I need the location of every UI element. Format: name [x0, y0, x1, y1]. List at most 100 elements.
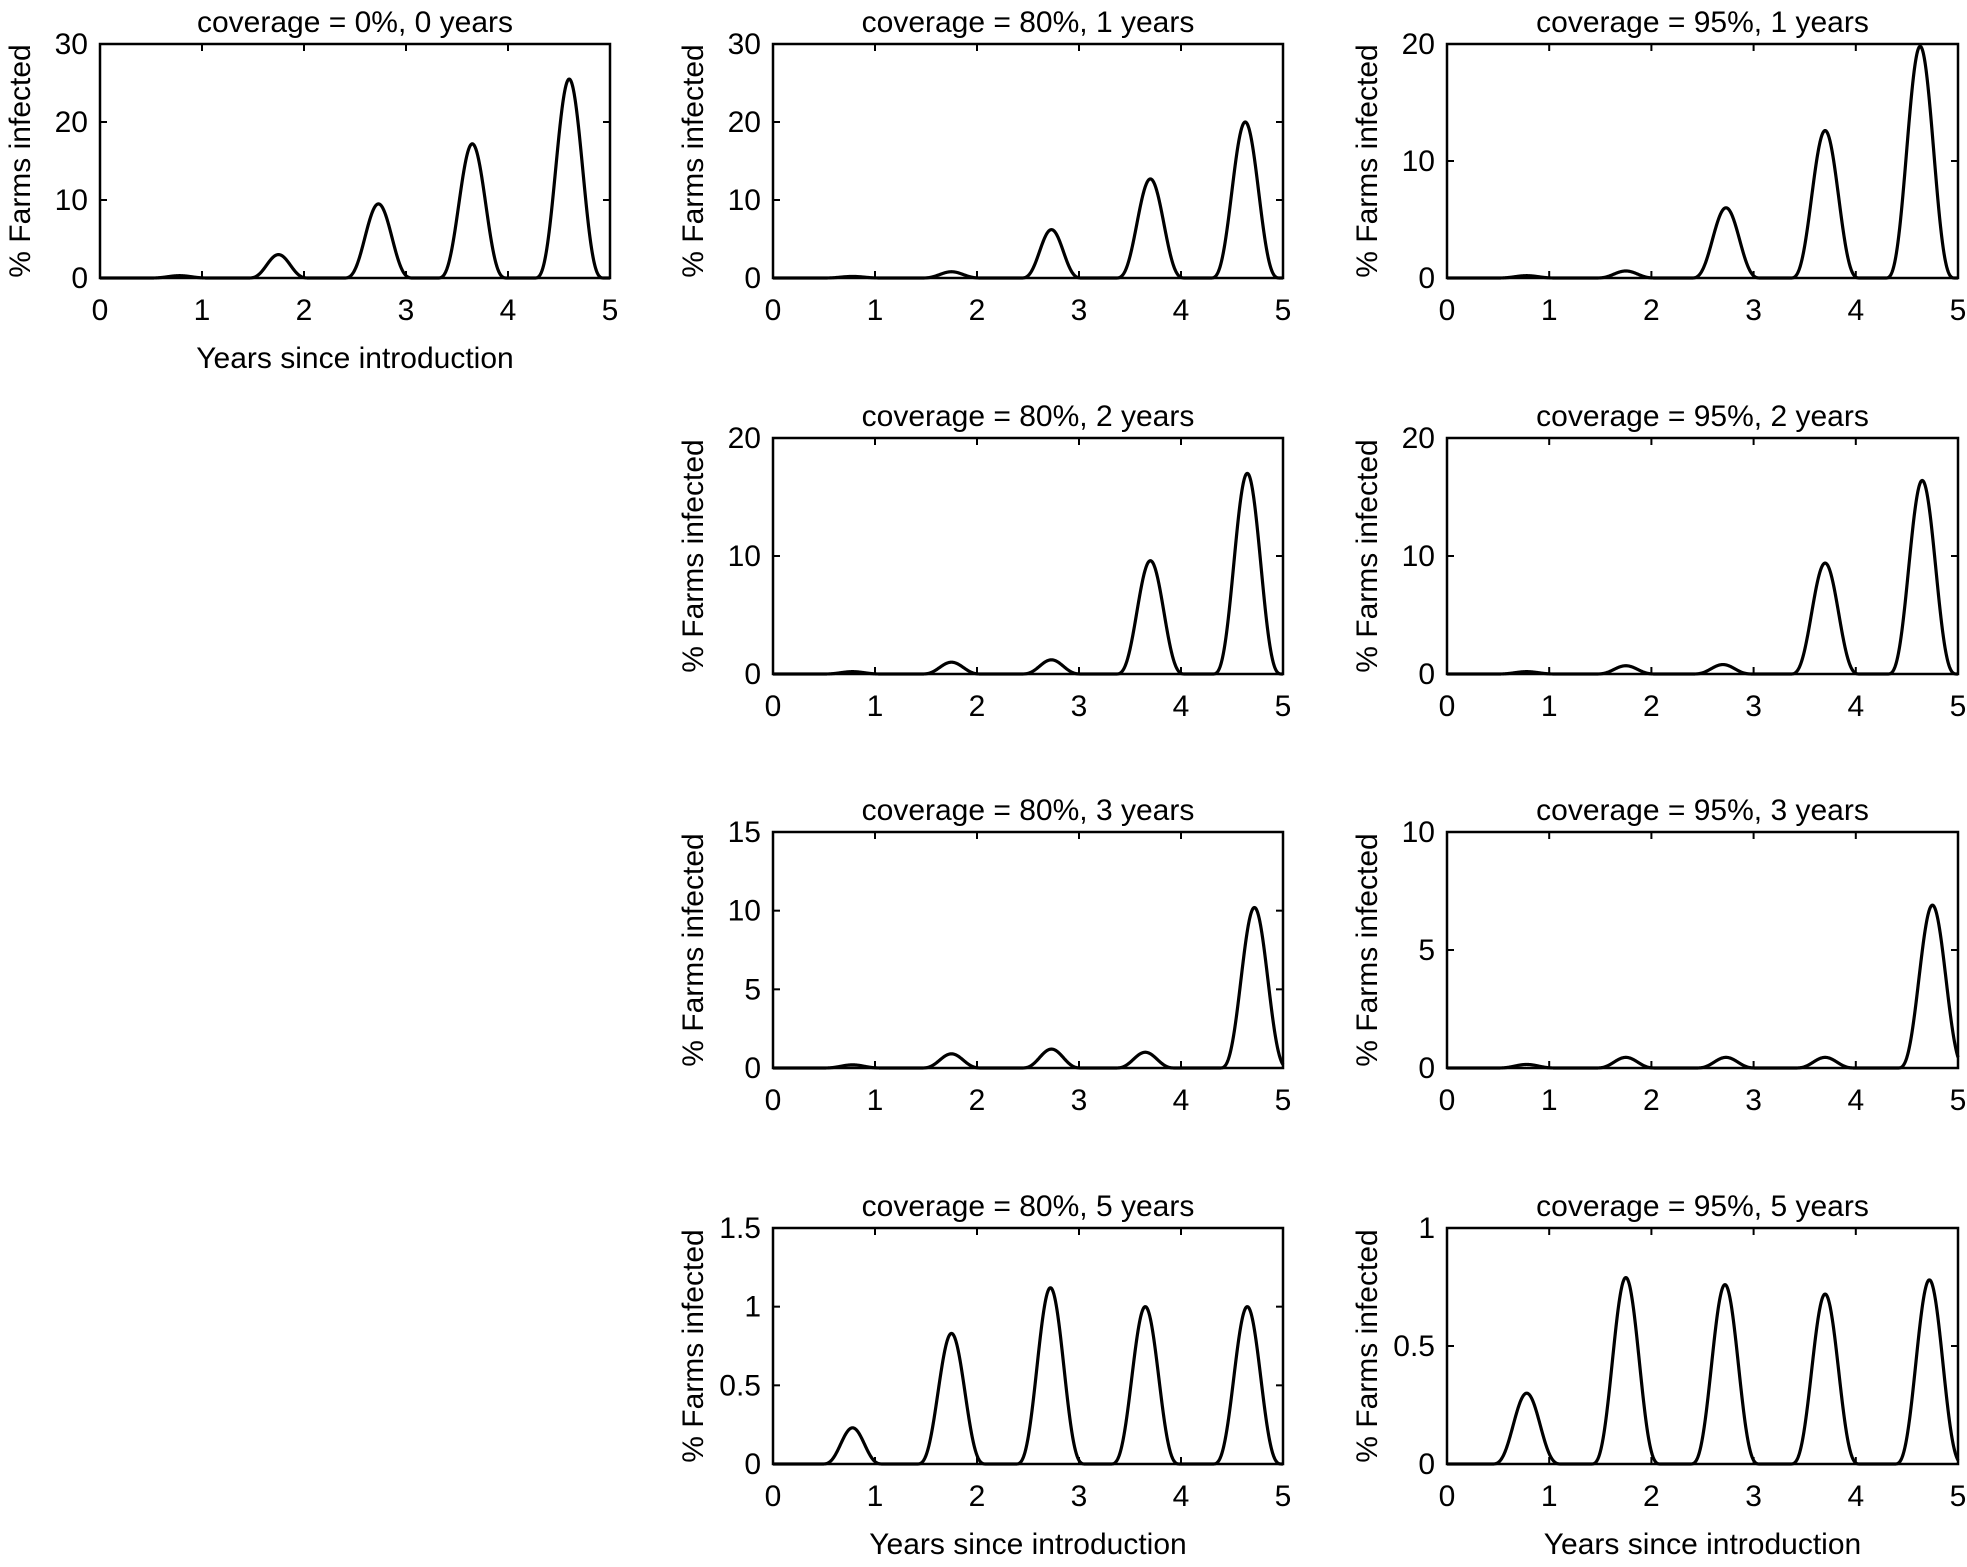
x-tick-label: 2 [969, 294, 986, 327]
x-tick-label: 2 [969, 1084, 986, 1117]
y-tick-label: 5 [1418, 934, 1435, 967]
x-tick-label: 3 [1071, 690, 1088, 723]
y-axis-label: % Farms infected [677, 439, 710, 672]
y-tick-label: 10 [728, 540, 761, 573]
y-axis-label: % Farms infected [1351, 44, 1384, 277]
series-line [98, 77, 612, 280]
series-line [1445, 903, 1960, 1070]
x-tick-label: 5 [1275, 690, 1292, 723]
x-tick-label: 0 [1439, 1084, 1456, 1117]
chart-title: coverage = 80%, 2 years [862, 400, 1195, 433]
y-tick-label: 0 [744, 262, 761, 295]
x-tick-label: 5 [602, 294, 619, 327]
chart-panel-9: 0 1 2 3 4 5 0 0.5 1 coverage = 95%, 5 years % Farm… [1351, 1190, 1966, 1561]
x-tick-label: 4 [1173, 1480, 1190, 1513]
y-tick-label: 10 [55, 184, 88, 217]
y-axis-label: % Farms infected [677, 44, 710, 277]
y-tick-label: 0.5 [1393, 1330, 1435, 1363]
axes-box [1445, 830, 1960, 1070]
axes-box [771, 436, 1285, 676]
x-tick-label: 2 [969, 1480, 986, 1513]
x-tick-label: 4 [500, 294, 517, 327]
y-tick-label: 20 [728, 422, 761, 455]
y-tick-label: 5 [744, 973, 761, 1006]
x-tick-label: 1 [1541, 690, 1558, 723]
x-tick-label: 5 [1950, 690, 1967, 723]
series-line [771, 905, 1285, 1070]
y-tick-label: 0.5 [719, 1369, 761, 1402]
x-tick-label: 4 [1173, 294, 1190, 327]
chart-title: coverage = 80%, 3 years [862, 794, 1195, 827]
x-tick-label: 3 [398, 294, 415, 327]
axes-box [771, 1226, 1285, 1466]
x-tick-label: 5 [1275, 1480, 1292, 1513]
axes-box [98, 42, 612, 280]
x-tick-label: 5 [1950, 1084, 1967, 1117]
x-tick-label: 3 [1071, 1084, 1088, 1117]
y-tick-label: 1 [1418, 1212, 1435, 1245]
y-tick-label: 30 [55, 28, 88, 61]
series-line [771, 120, 1285, 280]
chart-title: coverage = 80%, 5 years [862, 1190, 1195, 1223]
x-tick-label: 3 [1071, 1480, 1088, 1513]
x-tick-label: 0 [765, 1480, 782, 1513]
chart-panel-2: 0 1 2 3 4 5 0 10 20 30 coverage = 80%, 1 years % Fa… [677, 6, 1291, 327]
axes-box [771, 42, 1285, 280]
x-tick-label: 3 [1745, 1480, 1762, 1513]
chart-title: coverage = 95%, 3 years [1536, 794, 1869, 827]
y-tick-label: 1 [744, 1291, 761, 1324]
chart-panel-6: 0 1 2 3 4 5 0 5 10 15 coverage = 80%, 3 years % Far… [677, 794, 1291, 1117]
x-tick-label: 0 [1439, 1480, 1456, 1513]
chart-title: coverage = 95%, 1 years [1536, 6, 1869, 39]
x-tick-label: 4 [1847, 1480, 1864, 1513]
series-line [771, 471, 1285, 676]
chart-panel-3: 0 1 2 3 4 5 0 10 20 coverage = 95%, 1 years % Farm… [1351, 6, 1966, 327]
y-tick-label: 0 [744, 1448, 761, 1481]
y-tick-label: 20 [1402, 28, 1435, 61]
x-tick-label: 5 [1275, 1084, 1292, 1117]
axes-box [771, 830, 1285, 1070]
x-tick-label: 2 [1643, 690, 1660, 723]
y-axis-label: % Farms infected [1351, 833, 1384, 1066]
x-tick-label: 1 [1541, 1084, 1558, 1117]
chart-title: coverage = 95%, 5 years [1536, 1190, 1869, 1223]
x-tick-label: 4 [1847, 1084, 1864, 1117]
y-axis-label: % Farms infected [677, 1229, 710, 1462]
y-tick-label: 0 [71, 262, 88, 295]
series-line [771, 1286, 1285, 1466]
x-tick-label: 0 [1439, 690, 1456, 723]
x-tick-label: 2 [969, 690, 986, 723]
series-line [1445, 478, 1960, 676]
x-tick-label: 1 [867, 1480, 884, 1513]
x-tick-label: 4 [1847, 294, 1864, 327]
y-tick-label: 10 [1402, 816, 1435, 849]
y-axis-label: % Farms infected [4, 44, 37, 277]
x-tick-label: 1 [867, 690, 884, 723]
y-tick-label: 0 [1418, 1052, 1435, 1085]
x-tick-label: 0 [92, 294, 109, 327]
y-tick-label: 20 [1402, 422, 1435, 455]
x-tick-label: 1 [867, 294, 884, 327]
x-tick-label: 1 [1541, 294, 1558, 327]
y-axis-label: % Farms infected [677, 833, 710, 1066]
x-axis-label: Years since introduction [196, 342, 513, 375]
y-tick-label: 10 [1402, 145, 1435, 178]
x-axis-label: Years since introduction [869, 1528, 1186, 1561]
x-tick-label: 1 [1541, 1480, 1558, 1513]
x-tick-label: 0 [765, 690, 782, 723]
x-tick-label: 0 [765, 294, 782, 327]
x-tick-label: 4 [1847, 690, 1864, 723]
x-tick-label: 1 [194, 294, 211, 327]
x-tick-label: 5 [1950, 1480, 1967, 1513]
x-tick-label: 2 [296, 294, 313, 327]
y-tick-label: 0 [1418, 262, 1435, 295]
x-tick-label: 5 [1950, 294, 1967, 327]
x-tick-label: 2 [1643, 294, 1660, 327]
axes-box [1445, 42, 1960, 280]
y-tick-label: 0 [744, 658, 761, 691]
y-tick-label: 0 [1418, 1448, 1435, 1481]
x-axis-label: Years since introduction [1544, 1528, 1861, 1561]
chart-panel-5: 0 1 2 3 4 5 0 10 20 coverage = 95%, 2 years % Farm… [1351, 400, 1966, 723]
x-tick-label: 3 [1745, 294, 1762, 327]
